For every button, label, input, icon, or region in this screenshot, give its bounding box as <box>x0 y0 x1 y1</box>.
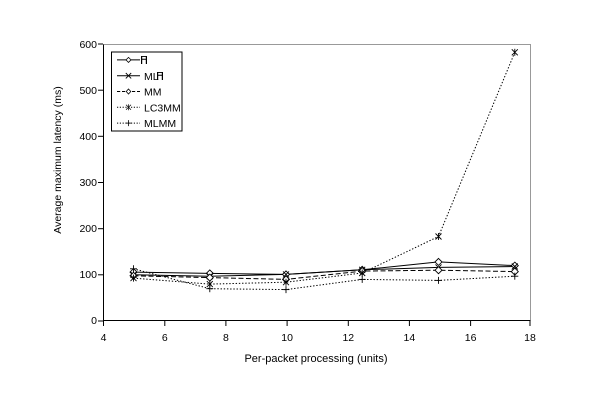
svg-text:18: 18 <box>524 332 536 344</box>
svg-text:Per-packet processing (units): Per-packet processing (units) <box>244 353 387 365</box>
svg-text:14: 14 <box>404 332 416 344</box>
svg-text:500: 500 <box>79 85 97 97</box>
svg-text:600: 600 <box>79 39 97 51</box>
svg-text:300: 300 <box>79 177 97 189</box>
svg-text:MLMM: MLMM <box>144 118 176 130</box>
svg-text:16: 16 <box>465 332 477 344</box>
svg-text:200: 200 <box>79 223 97 235</box>
svg-text:Average maximum latency (ms): Average maximum latency (ms) <box>52 86 64 233</box>
svg-text:MM: MM <box>144 87 162 99</box>
svg-text:8: 8 <box>223 332 229 344</box>
svg-text:100: 100 <box>79 269 97 281</box>
svg-text:LC3MM: LC3MM <box>144 102 181 114</box>
svg-text:400: 400 <box>79 131 97 143</box>
svg-text:0: 0 <box>91 315 97 327</box>
svg-text:12: 12 <box>342 332 354 344</box>
svg-text:ML: ML <box>144 71 159 83</box>
svg-text:6: 6 <box>162 332 168 344</box>
svg-text:4: 4 <box>101 332 107 344</box>
svg-text:10: 10 <box>281 332 293 344</box>
